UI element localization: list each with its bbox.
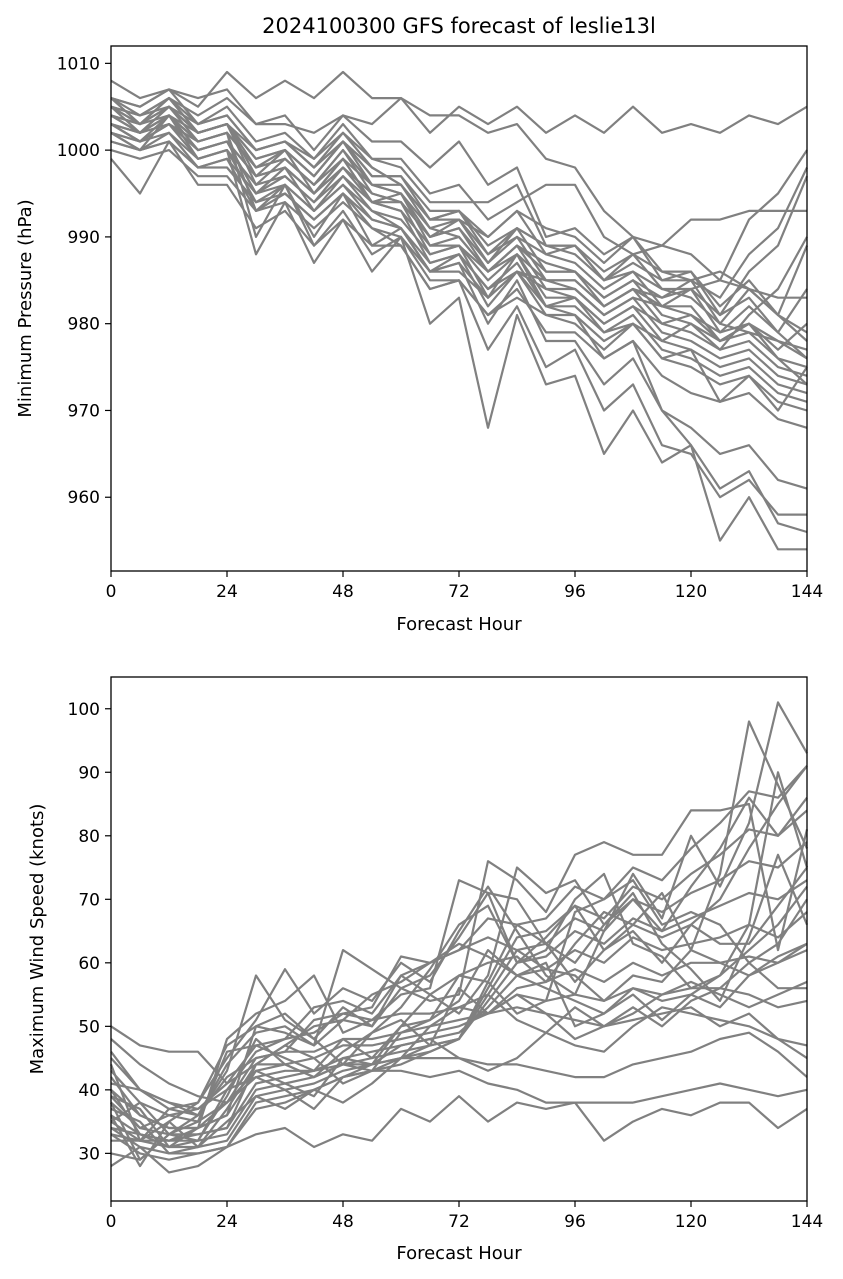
wind-y-tick-label: 80	[78, 827, 100, 847]
wind-y-tick-label: 60	[78, 954, 100, 974]
pressure-x-tick-label: 120	[675, 582, 707, 602]
pressure-x-tick-label: 0	[106, 582, 117, 602]
pressure-series-lines	[110, 70, 809, 551]
pressure-x-tick-label: 72	[448, 582, 470, 602]
pressure-y-ticks: 960 970 980 990 1000 1010	[57, 54, 111, 508]
wind-series-line-16	[110, 771, 809, 1149]
pressure-y-tick-label: 1010	[57, 54, 100, 74]
pressure-x-axis-label: Forecast Hour	[396, 614, 522, 635]
wind-x-tick-label: 72	[448, 1212, 470, 1232]
wind-series-line-26	[110, 866, 808, 1142]
pressure-series-line-26	[110, 88, 808, 342]
pressure-series-line-24	[110, 114, 808, 386]
wind-y-tick-label: 90	[78, 763, 100, 783]
wind-series-line-11	[110, 765, 808, 1161]
wind-series-line-15	[110, 701, 808, 1168]
pressure-series-line-19	[110, 96, 807, 256]
pressure-x-tick-label: 48	[332, 582, 354, 602]
wind-x-tick-label: 144	[791, 1212, 823, 1232]
pressure-y-tick-label: 990	[68, 228, 100, 248]
wind-x-tick-label: 0	[106, 1212, 117, 1232]
pressure-x-tick-label: 144	[791, 582, 823, 602]
pressure-y-tick-label: 970	[68, 401, 100, 421]
pressure-y-axis-label: Minimum Pressure (hPa)	[15, 199, 36, 417]
wind-series-line-17	[109, 802, 809, 1142]
chart-title: 2024100300 GFS forecast of leslie13l	[262, 14, 656, 38]
wind-series-line-25	[110, 936, 808, 1117]
wind-x-tick-label: 48	[332, 1212, 354, 1232]
wind-series-line-24	[110, 993, 808, 1149]
pressure-x-tick-label: 96	[564, 582, 586, 602]
wind-y-tick-label: 50	[78, 1017, 100, 1037]
wind-y-tick-label: 100	[68, 700, 100, 720]
wind-x-tick-label: 120	[675, 1212, 707, 1232]
wind-y-ticks: 30 40 50 60 70 80 90 100	[68, 700, 111, 1164]
wind-series-line-18	[110, 853, 809, 1161]
wind-y-axis-label: Maximum Wind Speed (knots)	[27, 804, 48, 1075]
pressure-series-line-2	[110, 70, 808, 334]
pressure-x-tick-label: 24	[216, 582, 238, 602]
wind-series-line-22	[110, 961, 807, 1142]
wind-y-tick-label: 70	[78, 890, 100, 910]
pressure-series-line-27	[110, 105, 808, 334]
wind-series-line-21	[110, 942, 808, 1155]
wind-x-ticks: 0 24 48 72 96 120 144	[106, 1201, 823, 1232]
pressure-y-tick-label: 960	[68, 488, 100, 508]
wind-x-tick-label: 24	[216, 1212, 238, 1232]
wind-y-tick-label: 40	[78, 1081, 100, 1101]
wind-series-lines	[109, 701, 809, 1174]
pressure-series-line-23	[110, 131, 808, 351]
pressure-y-tick-label: 1000	[57, 141, 100, 161]
wind-x-axis-label: Forecast Hour	[396, 1243, 522, 1264]
pressure-panel: 2024100300 GFS forecast of leslie13l 0 24…	[15, 14, 823, 635]
wind-y-tick-label: 30	[78, 1144, 100, 1164]
pressure-y-tick-label: 980	[68, 315, 100, 335]
pressure-series-line-1	[110, 79, 808, 152]
pressure-series-line-28	[110, 105, 808, 351]
wind-x-tick-label: 96	[564, 1212, 586, 1232]
wind-panel: 0 24 48 72 96 120 144 30 40 50 60 70 80 90 100 Foreca…	[27, 676, 823, 1264]
pressure-x-ticks: 0 24 48 72 96 120 144	[106, 571, 823, 602]
wind-series-line-23	[110, 980, 808, 1130]
